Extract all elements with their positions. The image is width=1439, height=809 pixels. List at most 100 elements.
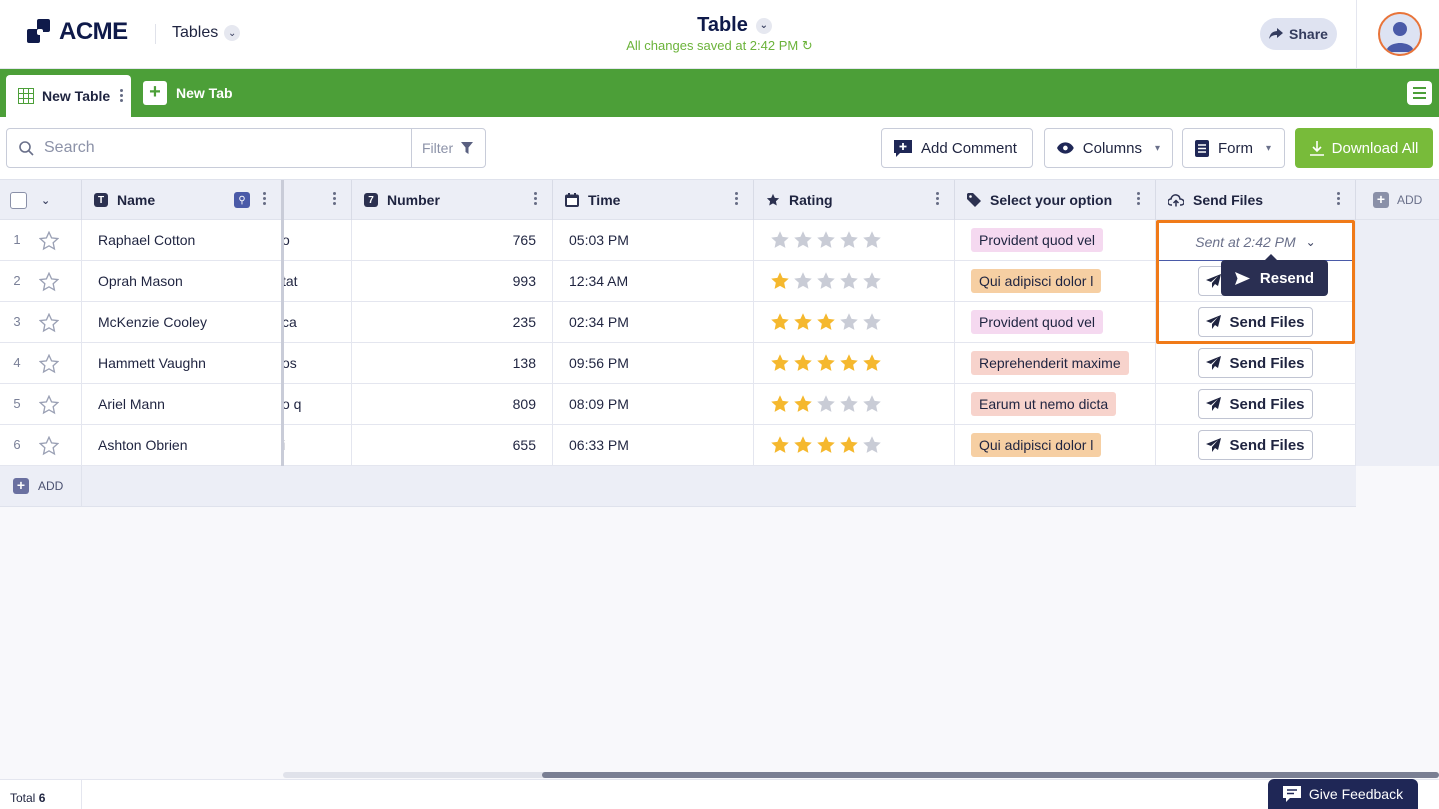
doc-title-menu[interactable]: Table ⌄	[697, 14, 772, 37]
cell-number[interactable]: 809	[352, 384, 553, 424]
cell-select-option[interactable]: Qui adipisci dolor l	[955, 425, 1156, 465]
tab-options-icon[interactable]	[120, 89, 123, 104]
tab-new-table[interactable]: New Table	[6, 75, 131, 117]
favorite-star-button[interactable]	[38, 353, 60, 377]
cell-select-option[interactable]: Provident quod vel	[955, 302, 1156, 342]
star-empty-icon	[863, 436, 881, 453]
cell-rating[interactable]	[754, 384, 955, 424]
cell-name[interactable]: McKenzie Cooley	[82, 302, 282, 342]
column-options-icon[interactable]	[261, 192, 267, 207]
column-options-icon[interactable]	[934, 192, 940, 207]
give-feedback-button[interactable]: Give Feedback	[1268, 779, 1418, 809]
share-button[interactable]: Share	[1260, 18, 1337, 50]
cell-hidden-column[interactable]: os	[282, 343, 352, 383]
column-header-number[interactable]: 7 Number	[352, 180, 553, 220]
send-files-button[interactable]: Send Files	[1198, 307, 1313, 337]
form-button[interactable]: Form ▾	[1182, 128, 1285, 168]
send-files-button[interactable]: Send Files	[1198, 430, 1313, 460]
favorite-star-button[interactable]	[38, 435, 60, 459]
cell-select-option[interactable]: Earum ut nemo dicta	[955, 384, 1156, 424]
cell-name[interactable]: Oprah Mason	[82, 261, 282, 301]
favorite-star-button[interactable]	[38, 312, 60, 336]
cell-send-files[interactable]	[1156, 220, 1356, 260]
option-tag: Reprehenderit maxime	[971, 351, 1129, 375]
cell-hidden-column[interactable]: o	[282, 220, 352, 260]
cell-rating[interactable]	[754, 425, 955, 465]
user-avatar[interactable]	[1378, 12, 1422, 56]
columns-button[interactable]: Columns ▾	[1044, 128, 1173, 168]
star-rating[interactable]	[770, 394, 882, 414]
cell-hidden-column[interactable]: ca	[282, 302, 352, 342]
star-rating[interactable]	[770, 271, 882, 291]
cell-number-value: 235	[512, 314, 536, 330]
cell-select-option[interactable]: Qui adipisci dolor l	[955, 261, 1156, 301]
column-header-rating[interactable]: Rating	[754, 180, 955, 220]
cell-number[interactable]: 993	[352, 261, 553, 301]
cell-name[interactable]: Hammett Vaughn	[82, 343, 282, 383]
column-options-icon[interactable]	[532, 192, 538, 207]
cell-select-option[interactable]: Reprehenderit maxime	[955, 343, 1156, 383]
cell-number[interactable]: 765	[352, 220, 553, 260]
acme-logo[interactable]: ACME	[27, 18, 128, 46]
cell-rating[interactable]	[754, 302, 955, 342]
cell-time[interactable]: 05:03 PM	[553, 220, 754, 260]
save-status-text: All changes saved at 2:42 PM	[626, 38, 799, 53]
send-files-button[interactable]: Send Files	[1198, 348, 1313, 378]
star-rating[interactable]	[770, 312, 882, 332]
favorite-star-button[interactable]	[38, 230, 60, 254]
column-header-name[interactable]: T Name ⚲	[82, 180, 282, 220]
cell-number[interactable]: 138	[352, 343, 553, 383]
search-input[interactable]: Search	[6, 128, 412, 168]
row-header-cell: 6	[0, 425, 82, 465]
favorite-star-button[interactable]	[38, 271, 60, 295]
cell-number[interactable]: 235	[352, 302, 553, 342]
cell-time[interactable]: 06:33 PM	[553, 425, 754, 465]
cell-time[interactable]: 08:09 PM	[553, 384, 754, 424]
cell-rating[interactable]	[754, 343, 955, 383]
column-options-icon[interactable]	[1135, 192, 1141, 207]
cell-hidden-column[interactable]: tat	[282, 261, 352, 301]
cell-rating[interactable]	[754, 261, 955, 301]
cell-time[interactable]: 09:56 PM	[553, 343, 754, 383]
download-all-button[interactable]: Download All	[1295, 128, 1433, 168]
cell-hidden-column[interactable]: o q	[282, 384, 352, 424]
star-rating[interactable]	[770, 353, 882, 373]
column-header-send-files[interactable]: Send Files	[1156, 180, 1356, 220]
send-files-button[interactable]: Send Files	[1198, 389, 1313, 419]
hamburger-menu-button[interactable]	[1407, 81, 1432, 105]
filter-button[interactable]: Filter	[411, 128, 486, 168]
cell-name[interactable]: Ariel Mann	[82, 384, 282, 424]
add-column-button[interactable]: + ADD	[1356, 180, 1439, 220]
sent-status-dropdown[interactable]: Sent at 2:42 PM ⌄	[1159, 223, 1352, 261]
chevron-down-icon[interactable]: ⌄	[41, 194, 51, 207]
pin-icon[interactable]: ⚲	[234, 192, 250, 208]
add-comment-button[interactable]: Add Comment	[881, 128, 1033, 168]
cell-hidden-column[interactable]: i	[282, 425, 352, 465]
cell-send-files[interactable]: Send Files	[1156, 425, 1356, 465]
column-header-time[interactable]: Time	[553, 180, 754, 220]
cell-name[interactable]: Ashton Obrien	[82, 425, 282, 465]
new-tab-button[interactable]: + New Tab	[143, 81, 233, 105]
cell-number[interactable]: 655	[352, 425, 553, 465]
column-options-icon[interactable]	[1335, 192, 1341, 207]
tables-menu[interactable]: Tables ⌄	[172, 24, 241, 42]
star-rating[interactable]	[770, 230, 882, 250]
column-options-icon[interactable]	[331, 192, 337, 207]
cell-send-files[interactable]: Send Files	[1156, 384, 1356, 424]
column-header-select[interactable]: Select your option	[955, 180, 1156, 220]
resend-button[interactable]: Resend	[1221, 254, 1328, 296]
cell-rating[interactable]	[754, 220, 955, 260]
horizontal-scrollbar-thumb[interactable]	[542, 772, 1439, 778]
cell-send-files[interactable]: Send Files	[1156, 343, 1356, 383]
cell-send-files[interactable]: Send Files	[1156, 302, 1356, 342]
select-all-checkbox[interactable]	[10, 191, 27, 209]
favorite-star-button[interactable]	[38, 394, 60, 418]
cell-select-option[interactable]: Provident quod vel	[955, 220, 1156, 260]
cell-time[interactable]: 02:34 PM	[553, 302, 754, 342]
add-row-button[interactable]: + ADD	[13, 478, 63, 494]
column-options-icon[interactable]	[733, 192, 739, 207]
star-rating[interactable]	[770, 435, 882, 455]
cell-name[interactable]: Raphael Cotton	[82, 220, 282, 260]
cell-time[interactable]: 12:34 AM	[553, 261, 754, 301]
column-header-hidden[interactable]	[282, 180, 352, 220]
